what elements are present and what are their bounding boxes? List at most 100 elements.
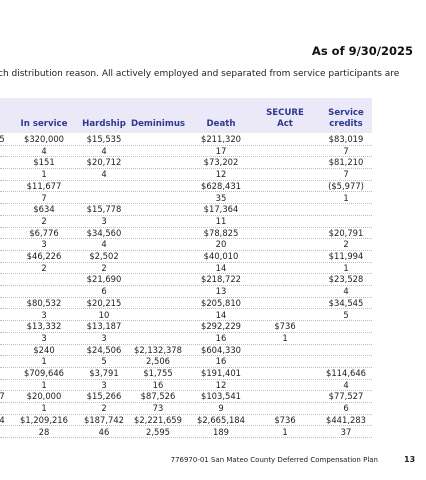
table-cell: $34,560	[86, 227, 122, 238]
table-cell: $218,722	[201, 274, 241, 285]
table-cell: 7	[343, 169, 349, 180]
table-cell: $23,528	[328, 274, 364, 285]
table-cell: 46	[98, 426, 110, 437]
table-row: $11,677 $628,431 ($5,977)	[0, 181, 372, 193]
table-cell: 1	[282, 332, 288, 343]
table-cell: $114,646	[326, 368, 366, 378]
table-cell: 189	[213, 426, 229, 437]
table-row: 28 46 2,595 189 1 37	[0, 427, 372, 439]
table-header: In service Hardship Deminimus Death SECURE A…	[0, 98, 372, 133]
table-cell: $292,229	[201, 321, 241, 332]
table-cell: $20,791	[328, 227, 364, 238]
table-cell: 6	[101, 286, 107, 297]
table-cell: $320,000	[24, 134, 64, 144]
table-cell: $17,364	[203, 204, 239, 215]
table-cell: 1	[41, 379, 47, 390]
table-row: 1 5 2,506 16	[0, 356, 372, 368]
table-cell: 3	[41, 239, 47, 250]
table-cell: $11,994	[328, 251, 364, 261]
table-row: $151 $20,712 $73,202 $81,210	[0, 157, 372, 170]
table-cell: $191,401	[201, 368, 241, 378]
table-cell: 4	[0, 414, 5, 425]
intro-text: ch distribution reason. All actively emp…	[0, 69, 400, 79]
table-cell: 2,595	[146, 426, 170, 437]
table-cell: 37	[340, 426, 352, 437]
table-cell: $15,266	[86, 391, 122, 402]
table-cell: $2,132,378	[134, 344, 182, 355]
table-row: $21,690 $218,722 $23,528	[0, 274, 372, 287]
table-cell: $77,527	[328, 391, 364, 402]
table-row: $46,226 $2,502 $40,010 $11,994	[0, 251, 372, 263]
table-cell: 3	[41, 332, 47, 343]
table-cell: 1	[343, 192, 349, 203]
table-row: $634 $15,778 $17,364	[0, 204, 372, 216]
table-cell: $83,019	[328, 134, 364, 144]
table-cell: $6,776	[29, 227, 59, 238]
table-cell: 4	[343, 379, 349, 390]
table-cell: 2,506	[146, 356, 170, 367]
table-cell: $2,665,184	[197, 414, 245, 425]
column-header: Deminimus	[130, 119, 186, 129]
table-row: $80,532 $20,215 $205,810 $34,545	[0, 298, 372, 310]
table-cell: $46,226	[26, 251, 62, 261]
table-cell: 11	[215, 215, 227, 226]
table-cell: 3	[101, 215, 107, 226]
table-cell: $34,545	[328, 297, 364, 308]
table-cell: 2	[343, 239, 349, 250]
table-cell: 4	[101, 145, 107, 156]
table-cell: $20,712	[86, 157, 122, 168]
table-cell: $13,332	[26, 321, 62, 332]
table-cell: 1	[282, 426, 288, 437]
table-cell: 1	[41, 356, 47, 367]
table-cell: $151	[33, 157, 55, 168]
table-cell: 13	[215, 286, 227, 297]
table-cell: 2	[41, 262, 47, 273]
table-cell: 4	[343, 286, 349, 297]
table-cell: $211,320	[201, 134, 241, 144]
column-header: Hardship	[82, 119, 126, 129]
table-cell: 10	[98, 309, 110, 320]
table-cell: 14	[215, 309, 227, 320]
table-row: 3 10 14 5	[0, 310, 372, 322]
table-cell: $11,677	[26, 180, 62, 191]
table-cell: 1	[343, 262, 349, 273]
table-cell: $103,541	[201, 391, 241, 402]
table-row: 2 2 14 1	[0, 263, 372, 275]
table-cell: 12	[215, 169, 227, 180]
table-cell: 1	[41, 169, 47, 180]
table-cell: $20,215	[86, 297, 122, 308]
table-cell: 7	[0, 391, 5, 402]
table-cell: $1,209,216	[20, 414, 68, 425]
table-cell: $78,825	[203, 227, 239, 238]
table-cell: 4	[41, 145, 47, 156]
table-cell: $628,431	[201, 180, 241, 191]
table-row: 4 4 17 7	[0, 146, 372, 158]
table-row: 5 $320,000 $15,535 $211,320 $83,019	[0, 134, 372, 146]
table-cell: $15,535	[86, 134, 122, 144]
table-cell: $80,532	[26, 297, 62, 308]
table-cell: $3,791	[89, 368, 119, 378]
table-cell: 7	[343, 145, 349, 156]
column-header: In service	[20, 119, 68, 129]
table-cell: 2	[101, 262, 107, 273]
table-cell: 16	[215, 332, 227, 343]
table-cell: $21,690	[86, 274, 122, 285]
table-cell: $736	[274, 414, 296, 425]
table-cell: $40,010	[203, 251, 239, 261]
table-cell: 6	[343, 403, 349, 414]
table-cell: 3	[101, 332, 107, 343]
table-cell: $187,742	[84, 414, 124, 425]
table-row: 3 3 16 1	[0, 333, 372, 345]
table-cell: 12	[215, 379, 227, 390]
table-row: 1 4 12 7	[0, 169, 372, 181]
table-cell: $604,330	[201, 344, 241, 355]
table-cell: 4	[101, 169, 107, 180]
column-header: SECURE Act	[266, 108, 304, 129]
table-cell: 28	[38, 426, 50, 437]
table-row: 3 4 20 2	[0, 239, 372, 251]
table-cell: 7	[41, 192, 47, 203]
table-row: 2 3 11	[0, 216, 372, 228]
table-cell: 5	[343, 309, 349, 320]
table-cell: $205,810	[201, 297, 241, 308]
